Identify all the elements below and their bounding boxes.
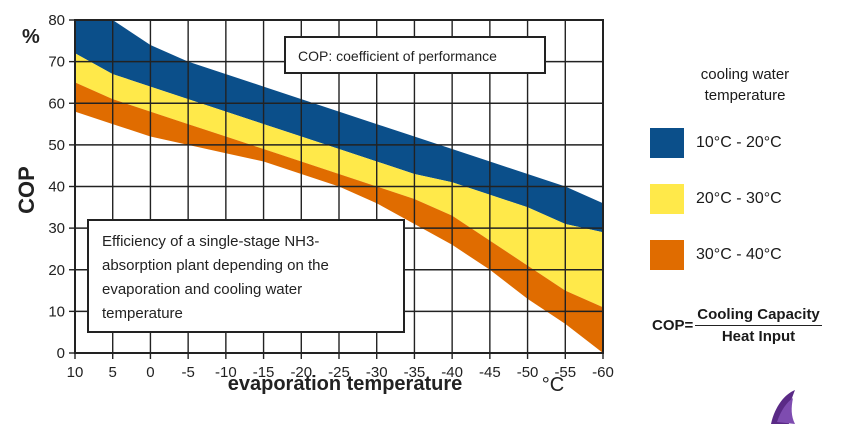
formula-denominator: Heat Input (721, 328, 796, 345)
y-tick-label-2: 20 (48, 262, 65, 279)
mascot-icon (771, 390, 800, 424)
x-tick-label-6: -20 (290, 364, 312, 381)
x-tick-label-10: -40 (441, 364, 463, 381)
efficiency-line-4: temperature (102, 305, 183, 322)
x-tick-label-1: 5 (109, 364, 117, 381)
legend-swatch-20-30 (650, 184, 684, 214)
legend-swatch-30-40 (650, 240, 684, 270)
y-tick-label-8: 80 (48, 12, 65, 29)
efficiency-annotation: Efficiency of a single-stage NH3- absorp… (87, 219, 405, 333)
axes-group: 10 5 0 -5 -10 -15 -20 -25 -30 -35 -40 -45 -50 -55 -600… (48, 12, 614, 381)
cop-definition-box (284, 36, 546, 74)
x-axis-title: evaporation temperature (228, 373, 463, 395)
y-tick-label-1: 10 (48, 303, 65, 320)
x-tick-label-5: -15 (253, 364, 275, 381)
x-tick-label-11: -45 (479, 364, 501, 381)
x-tick-label-0: 10 (67, 364, 84, 381)
legend-item-30-40: 30°C - 40°C (640, 240, 860, 270)
legend-label-20-30: 20°C - 30°C (696, 190, 782, 207)
efficiency-line-3: evaporation and cooling water (102, 281, 302, 298)
legend-title-line-2: temperature (704, 87, 786, 104)
x-tick-label-12: -50 (517, 364, 539, 381)
y-tick-label-3: 30 (48, 220, 65, 237)
y-tick-label-0: 0 (57, 345, 65, 362)
x-tick-label-14: -60 (592, 364, 614, 381)
cop-definition-text: COP: coefficient of performance (298, 48, 497, 64)
cop-formula: COP= Cooling Capacity Heat Input (652, 306, 822, 345)
efficiency-line-2: absorption plant depending on the (102, 257, 329, 274)
y-unit-label: % (22, 26, 40, 48)
y-tick-label-7: 70 (48, 54, 65, 71)
x-tick-label-9: -35 (404, 364, 426, 381)
legend-title: cooling water temperature (640, 64, 850, 106)
legend-swatch-10-20 (650, 128, 684, 158)
x-tick-label-13: -55 (554, 364, 576, 381)
efficiency-line-1: Efficiency of a single-stage NH3- (102, 233, 319, 250)
band-20-30 (75, 53, 603, 308)
formula-fraction: Cooling Capacity Heat Input (695, 306, 822, 345)
efficiency-text: Efficiency of a single-stage NH3- absorp… (102, 233, 333, 322)
legend-label-10-20: 10°C - 20°C (696, 134, 782, 151)
formula-numerator: Cooling Capacity (695, 306, 822, 326)
x-tick-label-4: -10 (215, 364, 237, 381)
x-tick-label-7: -25 (328, 364, 350, 381)
efficiency-box (87, 219, 405, 333)
legend-item-20-30: 20°C - 30°C (640, 184, 860, 214)
y-tick-label-5: 50 (48, 137, 65, 154)
x-tick-label-3: -5 (181, 364, 194, 381)
formula-lhs: COP= (652, 317, 694, 334)
y-tick-label-4: 40 (48, 179, 65, 196)
y-tick-label-6: 60 (48, 95, 65, 112)
legend-title-line-1: cooling water (700, 66, 790, 83)
legend: cooling water temperature 10°C - 20°C 20… (640, 64, 860, 296)
band-30-40 (75, 82, 603, 354)
cop-definition-annotation: COP: coefficient of performance (284, 36, 546, 74)
x-unit-label: °C (542, 374, 564, 396)
x-tick-label-8: -30 (366, 364, 388, 381)
x-tick-label-2: 0 (146, 364, 154, 381)
legend-item-10-20: 10°C - 20°C (640, 128, 860, 158)
legend-label-30-40: 30°C - 40°C (696, 246, 782, 263)
y-axis-title: COP (14, 166, 39, 214)
